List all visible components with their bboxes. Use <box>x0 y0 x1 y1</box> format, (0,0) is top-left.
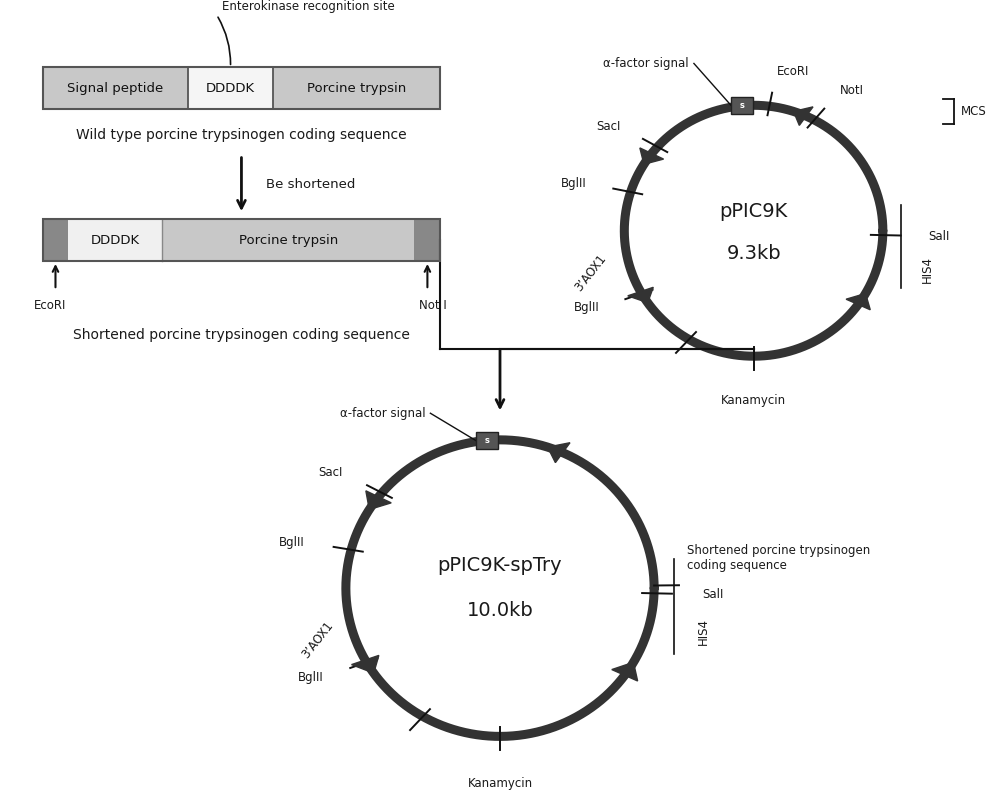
Polygon shape <box>794 107 813 126</box>
Bar <box>188 68 273 109</box>
Text: Not I: Not I <box>419 299 446 312</box>
Text: BglII: BglII <box>561 176 586 190</box>
Text: PAOX1: PAOX1 <box>435 481 467 518</box>
Bar <box>43 68 188 109</box>
Text: s: s <box>740 101 745 111</box>
Polygon shape <box>352 655 379 673</box>
Bar <box>476 432 498 449</box>
Text: Porcine trypsin: Porcine trypsin <box>307 82 406 95</box>
Bar <box>273 68 440 109</box>
Text: Wild type porcine trypsinogen coding sequence: Wild type porcine trypsinogen coding seq… <box>76 128 407 142</box>
Text: α-factor signal: α-factor signal <box>603 57 689 70</box>
Text: EcoRI: EcoRI <box>34 299 67 312</box>
Bar <box>43 68 440 109</box>
Text: BglII: BglII <box>574 301 600 315</box>
Text: Kanamycin: Kanamycin <box>467 777 533 789</box>
Text: MCS: MCS <box>960 105 986 118</box>
Polygon shape <box>628 287 653 303</box>
Bar <box>162 219 414 262</box>
Text: Kanamycin: Kanamycin <box>721 394 786 407</box>
Text: 9.3kb: 9.3kb <box>726 244 781 263</box>
Text: Shortened porcine trypsinogen coding sequence: Shortened porcine trypsinogen coding seq… <box>73 328 410 342</box>
Text: SacI: SacI <box>596 120 620 133</box>
Text: BglII: BglII <box>297 671 323 684</box>
Text: α-factor signal: α-factor signal <box>340 407 425 420</box>
Bar <box>68 219 162 262</box>
Text: Be shortened: Be shortened <box>266 178 356 191</box>
Text: 10.0kb: 10.0kb <box>467 602 533 620</box>
Text: 3’AOX1: 3’AOX1 <box>573 252 609 293</box>
Text: SacI: SacI <box>318 466 342 479</box>
Polygon shape <box>846 293 870 310</box>
Text: NotI: NotI <box>840 84 864 98</box>
Text: Enterokinase recognition site: Enterokinase recognition site <box>222 0 394 13</box>
Text: s: s <box>484 436 489 445</box>
Text: DDDDK: DDDDK <box>91 234 140 246</box>
Text: HIS4: HIS4 <box>921 256 934 283</box>
Text: Porcine trypsin: Porcine trypsin <box>239 234 338 246</box>
Text: SalI: SalI <box>702 588 723 601</box>
Bar <box>731 98 753 114</box>
Polygon shape <box>548 443 570 463</box>
Bar <box>43 219 68 262</box>
Polygon shape <box>366 491 391 510</box>
Text: 3’AOX1: 3’AOX1 <box>299 619 336 661</box>
Text: BglII: BglII <box>279 536 304 549</box>
Text: DDDDK: DDDDK <box>206 82 255 95</box>
Text: pPIC9K-spTry: pPIC9K-spTry <box>438 556 562 575</box>
Text: PAOX1: PAOX1 <box>697 138 728 173</box>
Text: pPIC9K: pPIC9K <box>719 202 788 221</box>
Bar <box>414 219 440 262</box>
Text: SalI: SalI <box>929 230 950 242</box>
Text: Shortened porcine trypsinogen
coding sequence: Shortened porcine trypsinogen coding seq… <box>687 544 870 572</box>
Bar <box>43 219 440 262</box>
Text: HIS4: HIS4 <box>697 618 710 645</box>
Text: EcoRI: EcoRI <box>776 65 809 78</box>
Polygon shape <box>640 148 664 165</box>
Polygon shape <box>612 662 638 681</box>
Text: Signal peptide: Signal peptide <box>67 82 163 95</box>
